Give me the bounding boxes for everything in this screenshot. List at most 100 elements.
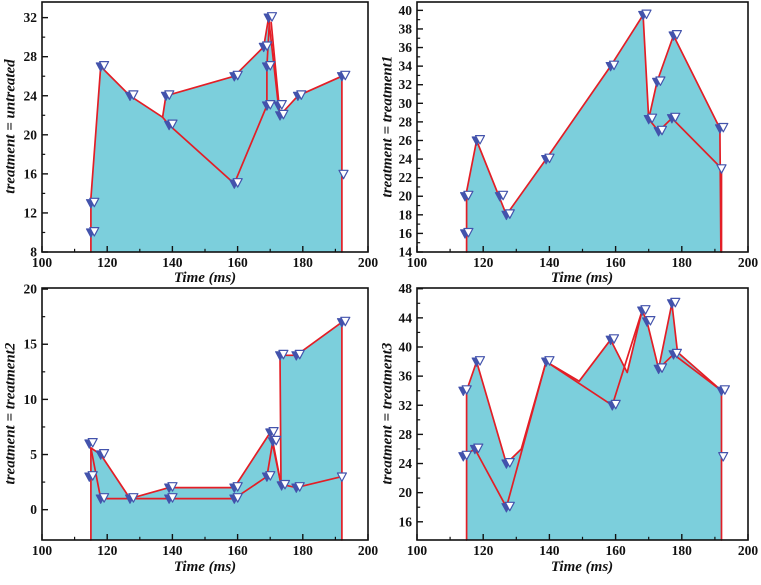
data-point-marker-open-twin — [463, 190, 474, 201]
y-tick-label: 20 — [399, 189, 413, 204]
data-point-marker-open-twin — [87, 471, 98, 481]
x-tick-label: 180 — [293, 255, 314, 270]
data-point-marker-open-twin — [265, 60, 276, 71]
y-tick-label: 26 — [399, 133, 413, 148]
y-tick-label: 36 — [399, 369, 413, 384]
data-point-marker-open-twin — [656, 125, 668, 136]
y-tick-label: 40 — [399, 339, 413, 354]
data-point-marker-open-twin — [640, 305, 651, 315]
data-point-marker-open-twin — [544, 356, 555, 366]
data-point-marker-open-twin — [167, 482, 178, 492]
data-point-marker-open-twin — [461, 450, 472, 461]
y-tick-label: 5 — [30, 447, 37, 462]
x-axis-label-treatment3: Time (ms) — [550, 559, 614, 575]
data-point-marker-open-twin — [128, 90, 139, 100]
x-tick-label: 180 — [293, 543, 314, 558]
y-tick-label: 24 — [399, 152, 413, 167]
y-tick-label: 44 — [399, 310, 413, 325]
data-point-marker-open-twin — [89, 197, 100, 208]
data-point-marker-open-twin — [473, 443, 484, 454]
data-point-marker-open-twin — [655, 76, 666, 87]
data-point-marker-open-twin — [128, 493, 139, 503]
y-tick-label: 0 — [30, 502, 37, 517]
y-axis-label-treatment2: treatment = treatment2 — [2, 342, 19, 485]
data-point-marker-open-twin — [89, 227, 100, 237]
data-point-marker-open-twin — [645, 316, 656, 326]
data-point-marker-open-twin — [278, 109, 289, 120]
data-point-marker-open-twin — [608, 334, 620, 344]
data-point-marker-open-twin — [656, 363, 668, 373]
data-point-marker-open-twin — [474, 135, 486, 145]
data-point-marker-open-twin — [276, 99, 287, 110]
data-point-marker-open-twin — [608, 60, 620, 71]
data-point-marker-open-twin — [296, 90, 307, 100]
y-axis-label-treatment3: treatment = treatment3 — [379, 342, 396, 485]
data-point-marker-open — [718, 452, 729, 462]
y-tick-label: 16 — [399, 226, 413, 241]
data-point-marker-open-twin — [646, 113, 658, 124]
x-tick-label: 160 — [227, 255, 248, 270]
y-tick-label: 48 — [399, 281, 413, 296]
x-tick-label: 100 — [32, 543, 53, 558]
data-point-marker-open-twin — [98, 60, 110, 71]
y-tick-label: 34 — [399, 59, 413, 74]
data-point-marker-open-twin — [544, 153, 555, 164]
y-tick-label: 28 — [24, 49, 38, 64]
data-point-marker-open-twin — [271, 435, 282, 446]
x-tick-label: 100 — [407, 255, 428, 270]
data-point-marker-open-twin — [268, 427, 279, 437]
y-tick-label: 32 — [399, 77, 413, 92]
data-point-marker-open-twin — [461, 385, 472, 395]
data-point-marker-open-twin — [232, 70, 243, 81]
data-point-marker-open-twin — [610, 399, 621, 410]
data-point-marker-open-twin — [340, 70, 351, 81]
data-point-marker-open-twin — [294, 482, 305, 492]
y-tick-label: 18 — [399, 207, 413, 222]
data-point-marker-open-twin — [671, 348, 683, 359]
x-tick-label: 180 — [672, 255, 693, 270]
data-point-marker-open-twin — [504, 458, 515, 468]
y-tick-label: 20 — [24, 282, 38, 297]
y-tick-label: 32 — [399, 398, 413, 413]
x-axis-label-untreated: Time (ms) — [173, 270, 237, 286]
x-tick-label: 200 — [358, 255, 379, 270]
data-point-marker-open-twin — [87, 438, 98, 448]
x-tick-label: 100 — [32, 255, 53, 270]
y-axis-label-untreated: treatment = untreated — [2, 59, 19, 194]
y-tick-label: 36 — [399, 40, 413, 55]
data-point-marker-open-twin — [719, 385, 731, 395]
data-point-marker-open-twin — [98, 449, 110, 459]
x-tick-label: 140 — [162, 255, 183, 270]
data-point-marker-open — [338, 169, 349, 180]
y-tick-label: 40 — [399, 3, 413, 18]
data-point-marker-open-twin — [279, 479, 291, 490]
y-tick-label: 16 — [24, 166, 38, 181]
data-point-marker-open-twin — [498, 190, 509, 201]
y-tick-label: 10 — [24, 392, 38, 407]
x-tick-label: 160 — [605, 543, 626, 558]
y-tick-label: 8 — [30, 245, 37, 260]
x-tick-label: 140 — [162, 543, 183, 558]
data-point-marker-open-twin — [504, 209, 515, 219]
y-tick-label: 24 — [24, 88, 38, 103]
y-tick-label: 30 — [399, 96, 413, 111]
y-tick-label: 32 — [24, 10, 38, 25]
y-tick-label: 20 — [24, 127, 38, 142]
y-tick-label: 15 — [24, 337, 38, 352]
y-tick-label: 12 — [24, 205, 38, 220]
data-point-marker-open — [336, 472, 347, 482]
x-tick-label: 120 — [473, 543, 494, 558]
data-point-marker-open-twin — [641, 9, 652, 20]
data-point-marker-open-twin — [670, 112, 681, 123]
x-axis-label-treatment1: Time (ms) — [550, 270, 614, 286]
y-tick-label: 14 — [399, 245, 413, 260]
y-tick-label: 22 — [399, 170, 413, 185]
y-tick-label: 20 — [399, 485, 413, 500]
x-tick-label: 160 — [227, 543, 248, 558]
data-point-marker-open-twin — [265, 471, 276, 481]
data-point-marker-open-twin — [671, 30, 683, 40]
data-point-marker-open-twin — [670, 297, 681, 308]
x-tick-label: 200 — [738, 543, 759, 558]
